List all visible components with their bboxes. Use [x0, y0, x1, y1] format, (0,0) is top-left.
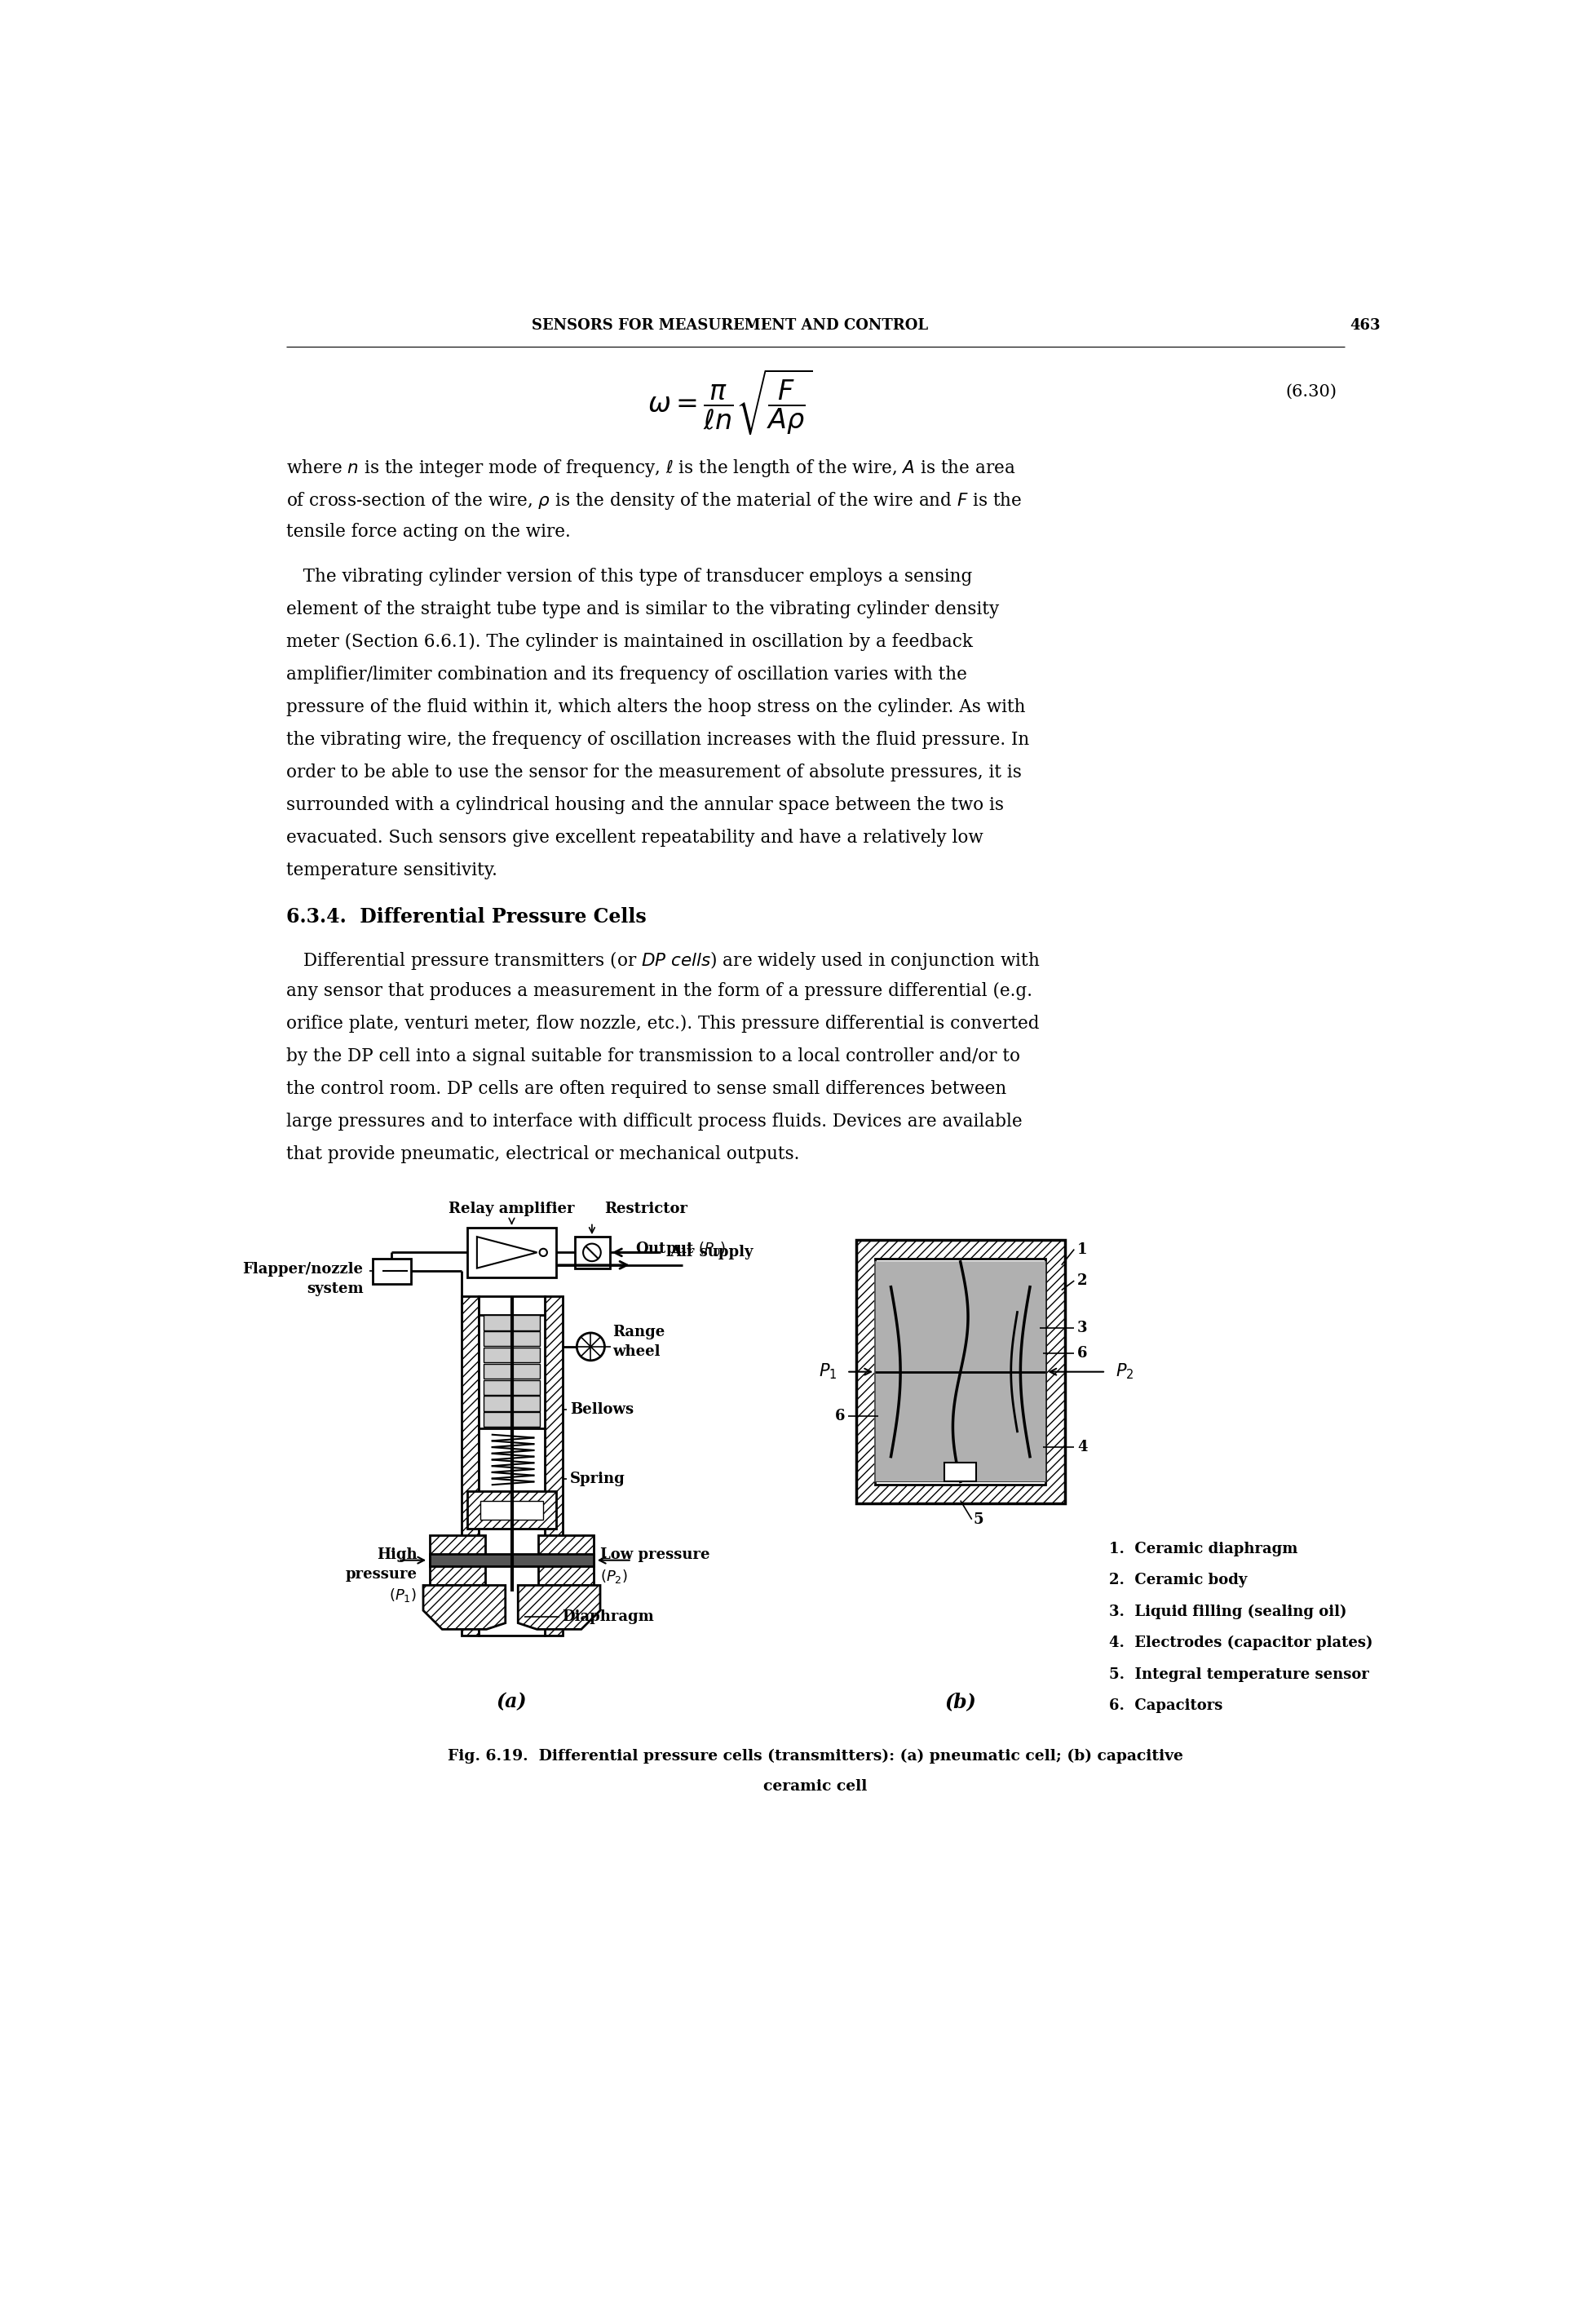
- Text: Fig. 6.19.  Differential pressure cells (transmitters): (a) pneumatic cell; (b) : Fig. 6.19. Differential pressure cells (…: [447, 1748, 1182, 1764]
- Text: the vibrating wire, the frequency of oscillation increases with the fluid pressu: the vibrating wire, the frequency of osc…: [286, 732, 1029, 748]
- Text: $\omega = \dfrac{\pi}{\ell n}\sqrt{\dfrac{F}{A\rho}}$: $\omega = \dfrac{\pi}{\ell n}\sqrt{\dfra…: [648, 367, 811, 437]
- Text: High
pressure
$(P_1)$: High pressure $(P_1)$: [345, 1548, 417, 1604]
- Text: 3: 3: [1077, 1320, 1088, 1336]
- Text: 463: 463: [1351, 318, 1381, 332]
- Text: 5.  Integral temperature sensor: 5. Integral temperature sensor: [1109, 1666, 1368, 1683]
- Bar: [484, 1348, 539, 1362]
- Bar: [484, 1364, 539, 1378]
- Text: 6: 6: [1077, 1346, 1088, 1360]
- Text: evacuated. Such sensors give excellent repeatability and have a relatively low: evacuated. Such sensors give excellent r…: [286, 830, 983, 846]
- Circle shape: [584, 1243, 601, 1262]
- Bar: [468, 1227, 555, 1278]
- Bar: [484, 1397, 539, 1411]
- Text: 3.  Liquid filling (sealing oil): 3. Liquid filling (sealing oil): [1109, 1604, 1346, 1620]
- Bar: [945, 1462, 977, 1483]
- Text: 4: 4: [1077, 1441, 1088, 1455]
- Text: 2.  Ceramic body: 2. Ceramic body: [1109, 1573, 1247, 1587]
- Text: Range
wheel: Range wheel: [613, 1325, 665, 1360]
- Text: 2: 2: [1077, 1274, 1088, 1287]
- Text: that provide pneumatic, electrical or mechanical outputs.: that provide pneumatic, electrical or me…: [286, 1146, 799, 1164]
- Text: Relay amplifier: Relay amplifier: [449, 1202, 574, 1215]
- Text: (a): (a): [496, 1692, 527, 1713]
- Text: The vibrating cylinder version of this type of transducer employs a sensing: The vibrating cylinder version of this t…: [286, 567, 972, 586]
- Text: Bellows: Bellows: [570, 1401, 633, 1418]
- Text: 4.  Electrodes (capacitor plates): 4. Electrodes (capacitor plates): [1109, 1636, 1373, 1650]
- Text: ceramic cell: ceramic cell: [764, 1778, 867, 1794]
- Polygon shape: [430, 1536, 485, 1585]
- Text: order to be able to use the sensor for the measurement of absolute pressures, it: order to be able to use the sensor for t…: [286, 765, 1021, 781]
- Text: pressure of the fluid within it, which alters the hoop stress on the cylinder. A: pressure of the fluid within it, which a…: [286, 700, 1025, 716]
- Bar: [372, 1260, 410, 1283]
- Text: orifice plate, venturi meter, flow nozzle, etc.). This pressure differential is : orifice plate, venturi meter, flow nozzl…: [286, 1016, 1039, 1034]
- Text: large pressures and to interface with difficult process fluids. Devices are avai: large pressures and to interface with di…: [286, 1113, 1021, 1132]
- Text: of cross-section of the wire, $\rho$ is the density of the material of the wire : of cross-section of the wire, $\rho$ is …: [286, 490, 1021, 511]
- Circle shape: [578, 1334, 605, 1360]
- Bar: [461, 1297, 479, 1636]
- Text: where $n$ is the integer mode of frequency, $\ell$ is the length of the wire, $A: where $n$ is the integer mode of frequen…: [286, 458, 1015, 479]
- Text: Spring: Spring: [570, 1471, 625, 1485]
- Text: Air supply: Air supply: [670, 1246, 753, 1260]
- Text: the control room. DP cells are often required to sense small differences between: the control room. DP cells are often req…: [286, 1081, 1007, 1099]
- Polygon shape: [953, 1262, 1045, 1483]
- Text: Output $(P_0)$: Output $(P_0)$: [635, 1239, 725, 1257]
- Bar: [484, 1413, 539, 1427]
- Text: 6.3.4.  Differential Pressure Cells: 6.3.4. Differential Pressure Cells: [286, 906, 646, 927]
- Text: tensile force acting on the wire.: tensile force acting on the wire.: [286, 523, 571, 541]
- Bar: [875, 1260, 1045, 1485]
- Bar: [484, 1380, 539, 1394]
- Circle shape: [539, 1248, 547, 1257]
- Bar: [430, 1555, 593, 1566]
- Bar: [480, 1501, 543, 1520]
- Text: amplifier/limiter combination and its frequency of oscillation varies with the: amplifier/limiter combination and its fr…: [286, 665, 967, 683]
- Text: 1: 1: [1077, 1241, 1088, 1257]
- Polygon shape: [423, 1585, 506, 1629]
- Text: (b): (b): [945, 1692, 977, 1713]
- Bar: [484, 1315, 539, 1329]
- Text: 6: 6: [835, 1408, 845, 1422]
- Text: by the DP cell into a signal suitable for transmission to a local controller and: by the DP cell into a signal suitable fo…: [286, 1048, 1020, 1067]
- Text: 5: 5: [974, 1513, 983, 1527]
- Text: (6.30): (6.30): [1286, 383, 1336, 400]
- Polygon shape: [538, 1536, 593, 1585]
- Text: $P_1$: $P_1$: [819, 1362, 837, 1380]
- Text: 1.  Ceramic diaphragm: 1. Ceramic diaphragm: [1109, 1541, 1298, 1557]
- Text: 6.  Capacitors: 6. Capacitors: [1109, 1699, 1222, 1713]
- Text: Diaphragm: Diaphragm: [562, 1611, 654, 1624]
- Text: Low pressure
$(P_2)$: Low pressure $(P_2)$: [600, 1548, 710, 1585]
- Bar: [479, 1315, 544, 1429]
- Bar: [574, 1236, 609, 1269]
- Text: any sensor that produces a measurement in the form of a pressure differential (e: any sensor that produces a measurement i…: [286, 983, 1033, 999]
- Text: Flapper/nozzle
system: Flapper/nozzle system: [242, 1262, 363, 1297]
- Text: $P_2$: $P_2$: [1115, 1362, 1134, 1380]
- Bar: [856, 1241, 1064, 1504]
- Bar: [544, 1297, 562, 1636]
- Polygon shape: [875, 1262, 967, 1483]
- Bar: [479, 1297, 544, 1636]
- Text: meter (Section 6.6.1). The cylinder is maintained in oscillation by a feedback: meter (Section 6.6.1). The cylinder is m…: [286, 632, 972, 651]
- Text: temperature sensitivity.: temperature sensitivity.: [286, 862, 498, 881]
- Text: SENSORS FOR MEASUREMENT AND CONTROL: SENSORS FOR MEASUREMENT AND CONTROL: [531, 318, 928, 332]
- Text: Restrictor: Restrictor: [605, 1202, 687, 1215]
- Bar: [484, 1332, 539, 1346]
- Text: element of the straight tube type and is similar to the vibrating cylinder densi: element of the straight tube type and is…: [286, 600, 999, 618]
- Polygon shape: [519, 1585, 600, 1629]
- Text: Differential pressure transmitters (or $DP$ $cells$) are widely used in conjunct: Differential pressure transmitters (or $…: [286, 951, 1041, 971]
- Text: surrounded with a cylindrical housing and the annular space between the two is: surrounded with a cylindrical housing an…: [286, 797, 1004, 813]
- Bar: [468, 1492, 555, 1529]
